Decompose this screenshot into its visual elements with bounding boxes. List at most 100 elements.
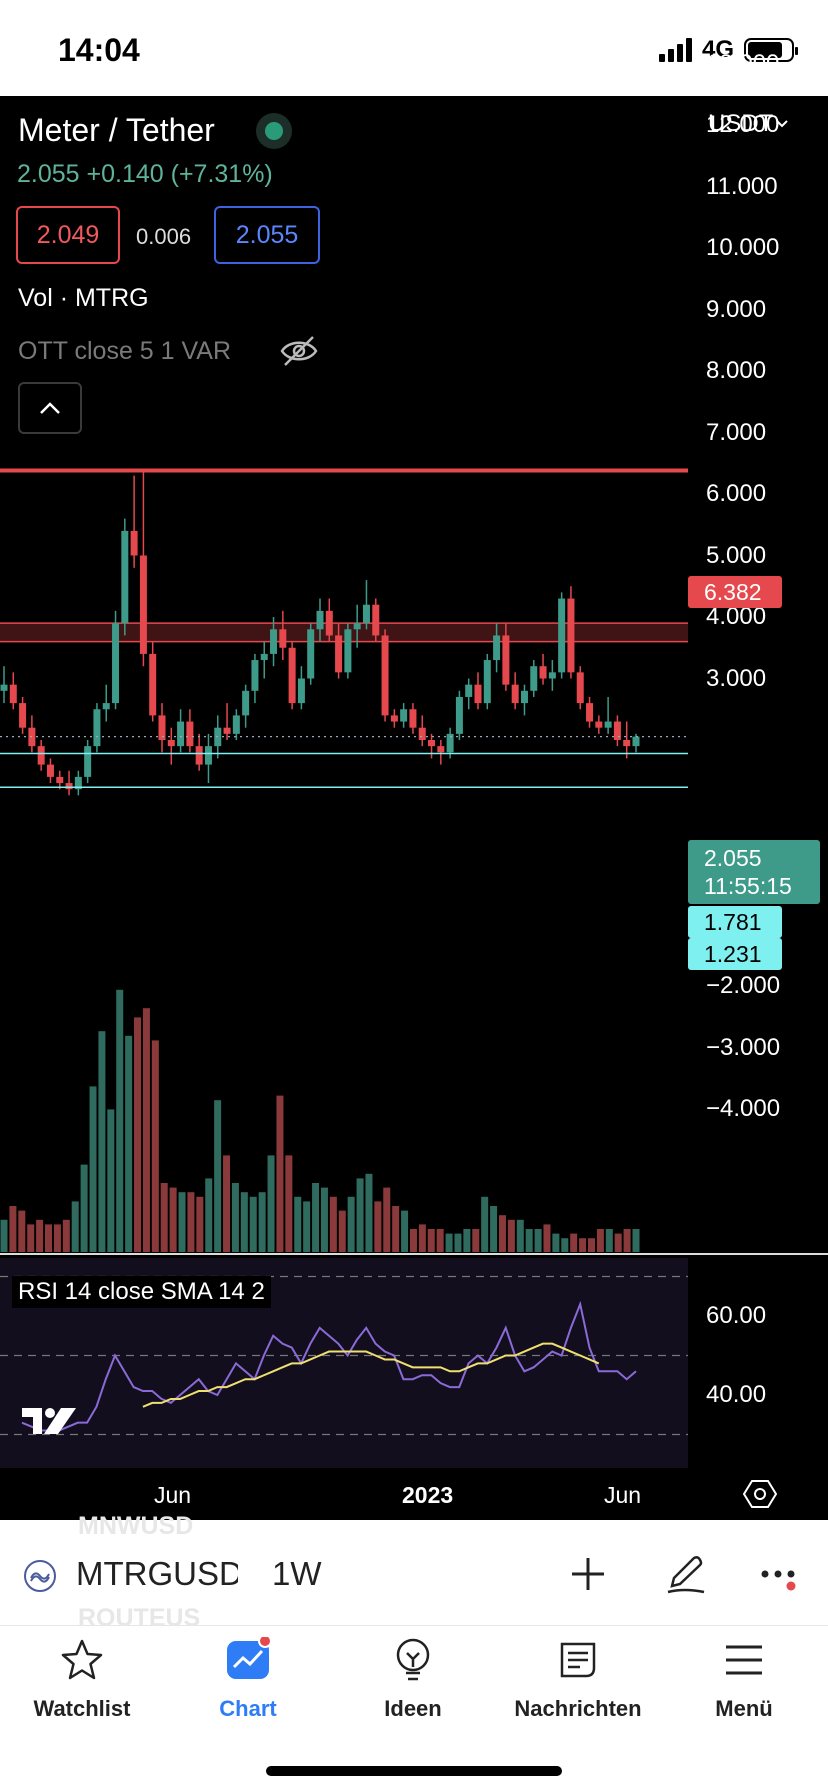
chart-settings-icon[interactable] bbox=[742, 1478, 778, 1510]
add-indicator-icon[interactable] bbox=[570, 1556, 606, 1592]
bar-countdown: 11:55:15 bbox=[704, 873, 792, 899]
price-axis-label: 11.000 bbox=[706, 172, 778, 200]
volume-bar bbox=[436, 1229, 444, 1252]
resistance-zone bbox=[0, 622, 688, 643]
candle bbox=[465, 678, 473, 710]
candle bbox=[28, 715, 36, 753]
more-options-icon[interactable] bbox=[760, 1566, 800, 1592]
rsi-sma-line bbox=[142, 1342, 600, 1408]
candle bbox=[149, 641, 157, 722]
volume-bar bbox=[178, 1192, 186, 1252]
volume-bar bbox=[463, 1229, 471, 1252]
candle bbox=[335, 623, 343, 679]
candle bbox=[279, 610, 287, 661]
candle bbox=[242, 684, 250, 728]
market-open-icon bbox=[256, 113, 292, 149]
volume-bar bbox=[134, 1017, 142, 1252]
candle bbox=[195, 733, 203, 771]
price-axis-label: 8.000 bbox=[706, 357, 767, 384]
tab-news[interactable]: Nachrichten bbox=[508, 1636, 648, 1722]
candle bbox=[316, 598, 324, 642]
tab-label: Nachrichten bbox=[514, 1696, 642, 1721]
volume-bar bbox=[62, 1219, 70, 1252]
network-type: 4G bbox=[701, 36, 734, 63]
price-axis-label: 9.000 bbox=[706, 295, 767, 323]
volume-bar bbox=[498, 1215, 506, 1252]
tab-ideas[interactable]: Ideen bbox=[343, 1636, 483, 1722]
volume-bar bbox=[294, 1196, 302, 1252]
last-price-tag: 2.055 11:55:15 bbox=[688, 840, 820, 904]
candle bbox=[251, 653, 259, 704]
collapse-indicators-button[interactable] bbox=[18, 382, 82, 434]
price-change: 2.055 +0.140 (+7.31%) bbox=[17, 160, 273, 188]
volume-bar bbox=[481, 1196, 489, 1252]
last-price: 2.055 bbox=[704, 845, 762, 871]
candle bbox=[9, 672, 17, 710]
adjacent-symbol-above: MNWUSD bbox=[78, 1512, 194, 1540]
buy-button[interactable]: 2.055 bbox=[214, 206, 320, 264]
candle bbox=[437, 740, 445, 765]
candle bbox=[102, 684, 110, 722]
volume-bar bbox=[570, 1233, 578, 1252]
volume-bar bbox=[18, 1210, 26, 1252]
volume-bar bbox=[445, 1233, 453, 1252]
interval-selector[interactable]: 1W bbox=[272, 1555, 322, 1592]
candle bbox=[548, 660, 556, 691]
candle bbox=[139, 470, 147, 667]
tab-watchlist[interactable]: Watchlist bbox=[12, 1636, 152, 1722]
eye-hidden-icon[interactable] bbox=[279, 334, 319, 368]
resistance-price-tag: 6.382 bbox=[688, 576, 782, 608]
volume-bar bbox=[490, 1206, 498, 1252]
symbol-title[interactable]: Meter / Tether bbox=[18, 112, 215, 148]
candle bbox=[37, 740, 45, 771]
volume-bar bbox=[9, 1206, 17, 1252]
rsi-indicator-label[interactable]: RSI 14 close SMA 14 2 bbox=[12, 1276, 271, 1308]
volume-bar bbox=[454, 1233, 462, 1252]
level-tag-1: 1.781 bbox=[688, 906, 782, 938]
drawing-tools-icon[interactable] bbox=[664, 1552, 708, 1596]
candle bbox=[418, 715, 426, 747]
candle bbox=[112, 610, 120, 710]
volume-bar bbox=[231, 1183, 239, 1252]
candle bbox=[493, 623, 501, 673]
candle bbox=[177, 709, 185, 753]
ott-indicator-label[interactable]: OTT close 5 1 VAR bbox=[18, 337, 232, 365]
candle bbox=[232, 709, 240, 740]
tab-label: Menü bbox=[715, 1696, 773, 1721]
time-label-2023: 2023 bbox=[402, 1482, 454, 1508]
currency-selector[interactable]: USDT bbox=[708, 110, 789, 138]
symbol-selector[interactable]: MTRGUSD bbox=[76, 1555, 238, 1592]
candle bbox=[0, 666, 8, 704]
volume-bar bbox=[525, 1229, 533, 1252]
tab-label: Ideen bbox=[384, 1696, 442, 1721]
candle bbox=[186, 709, 194, 753]
tradingview-logo-icon bbox=[22, 1408, 76, 1434]
candle bbox=[74, 770, 82, 796]
candle bbox=[344, 623, 352, 679]
volume-bar bbox=[116, 989, 124, 1252]
pane-divider[interactable] bbox=[0, 1253, 828, 1255]
time-axis[interactable] bbox=[0, 1468, 828, 1520]
price-chart[interactable] bbox=[0, 96, 688, 1256]
price-axis[interactable] bbox=[688, 96, 828, 1520]
candle bbox=[511, 672, 519, 710]
time-label-jun-2022: Jun bbox=[154, 1482, 192, 1508]
volume-bar bbox=[45, 1224, 53, 1252]
spread-value: 0.006 bbox=[136, 224, 192, 249]
volume-bar bbox=[374, 1201, 382, 1252]
price-levels bbox=[0, 468, 688, 789]
candle bbox=[576, 666, 584, 710]
candle bbox=[483, 653, 491, 710]
candle bbox=[530, 660, 538, 697]
volume-indicator-label[interactable]: Vol · MTRG bbox=[18, 284, 149, 312]
candle bbox=[19, 696, 27, 734]
sell-button[interactable]: 2.049 bbox=[16, 206, 120, 264]
volume-bar bbox=[249, 1196, 257, 1252]
rsi-axis-upper: 60.00 bbox=[706, 1302, 767, 1329]
tab-chart[interactable]: Chart bbox=[178, 1636, 318, 1722]
volume-bar bbox=[561, 1238, 569, 1252]
tab-menu[interactable]: Menü bbox=[674, 1636, 814, 1722]
rsi-chart[interactable] bbox=[0, 1258, 688, 1468]
volume-bar bbox=[356, 1178, 364, 1252]
volume-bar bbox=[107, 1109, 115, 1252]
